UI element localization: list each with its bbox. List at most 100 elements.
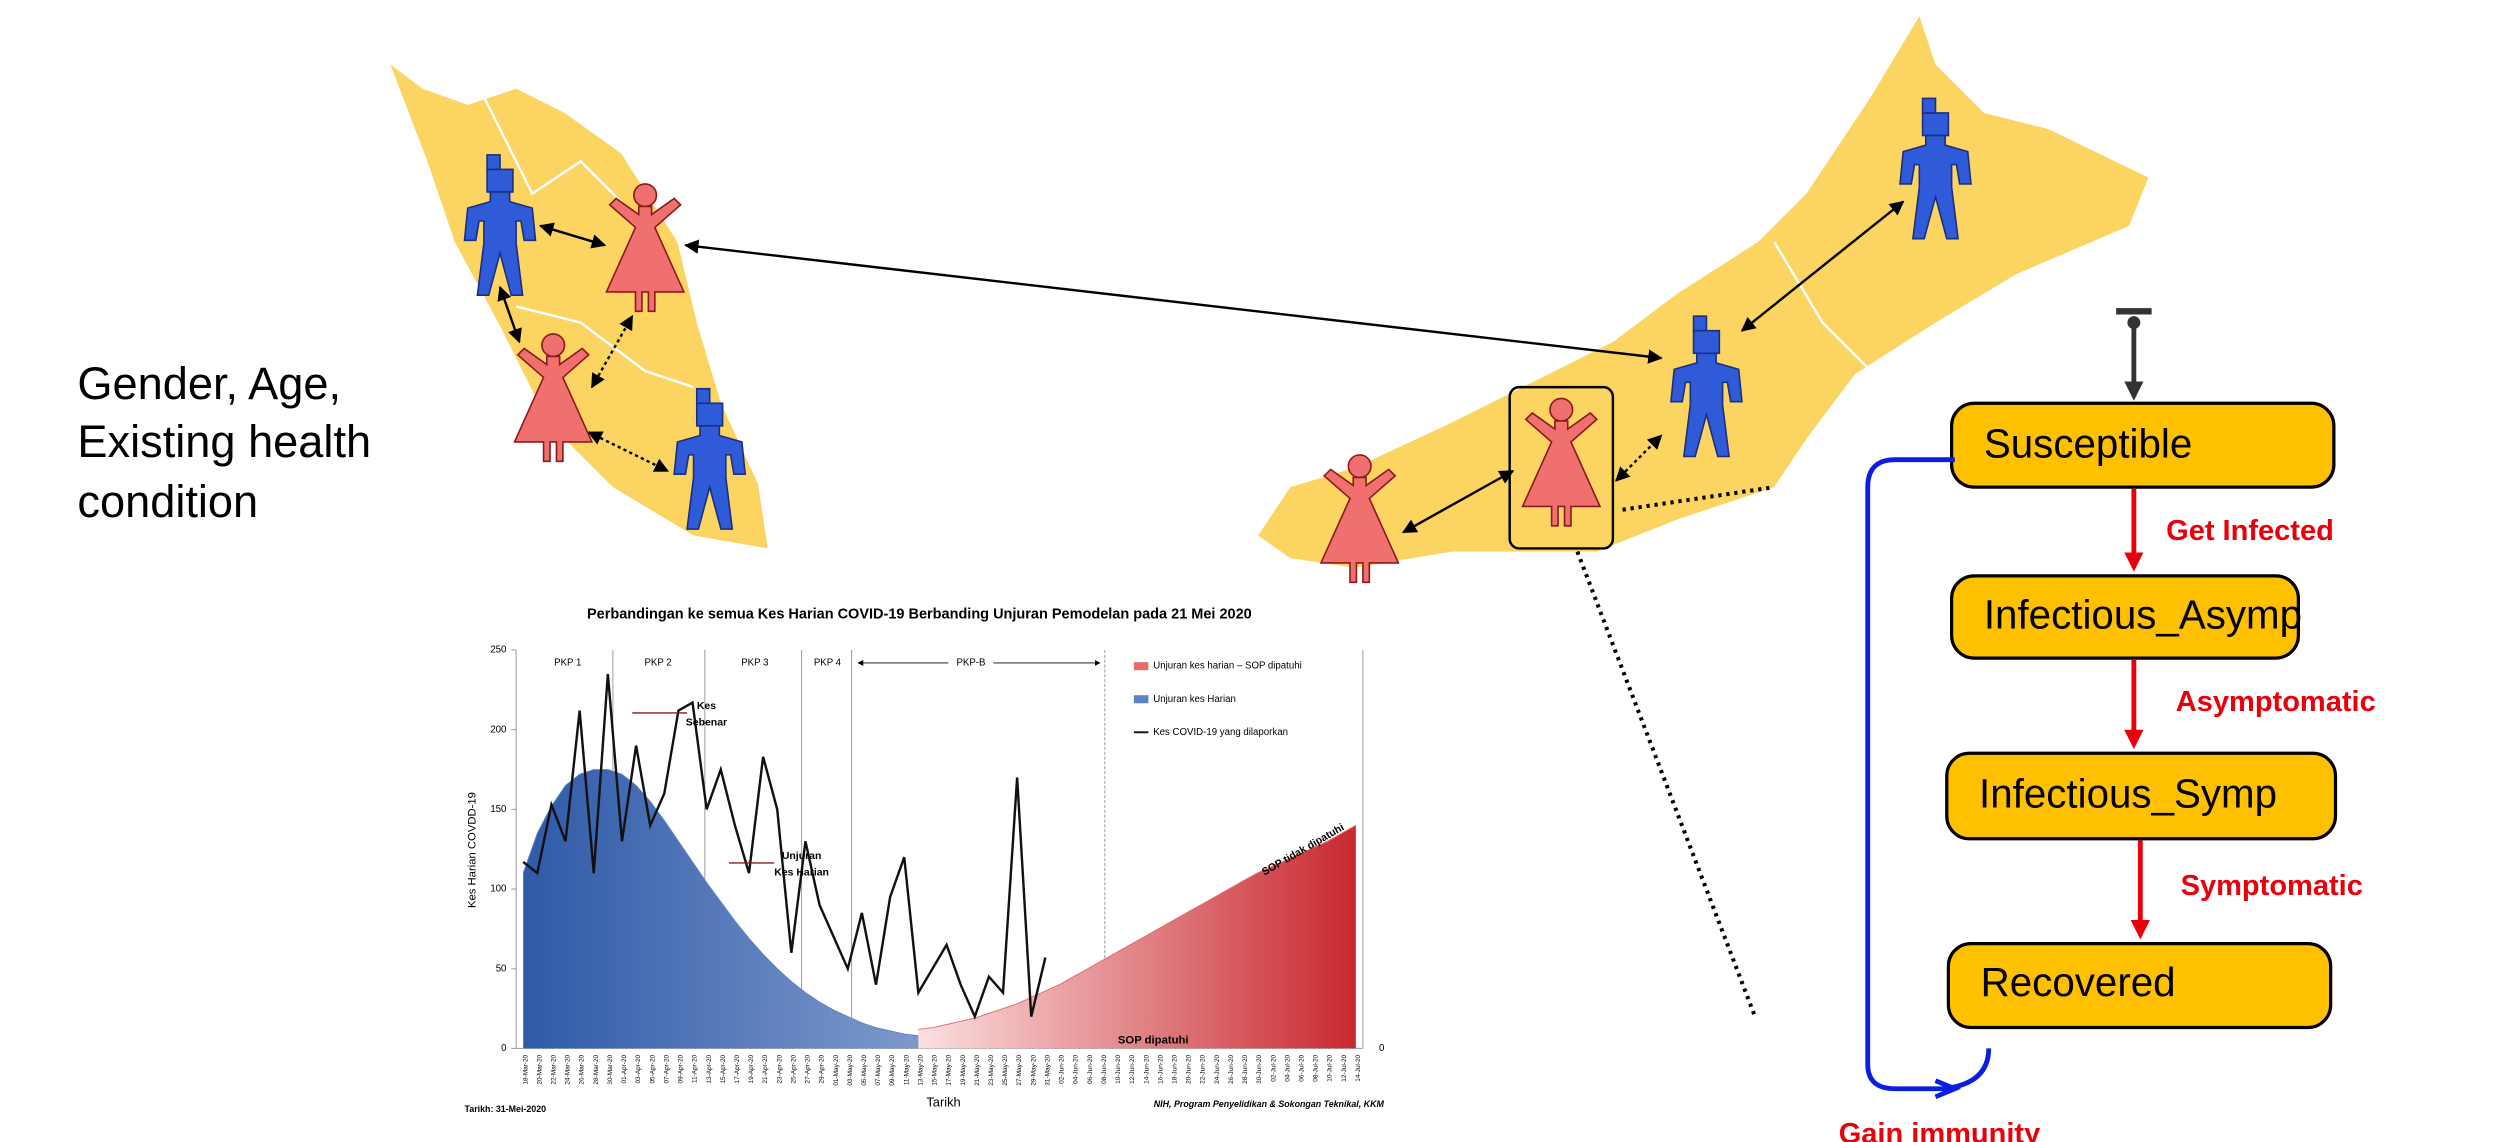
x-tick-label: 08-Jun-20 (1101, 1054, 1108, 1083)
x-tick-label: 01-May-20 (833, 1054, 840, 1085)
phase-label: PKP 2 (644, 657, 671, 668)
x-tick-label: 15-Apr-20 (720, 1054, 727, 1083)
state-label: Recovered (1981, 959, 2176, 1005)
legend-label: Unjuran kes harian – SOP dipatuhi (1153, 661, 1302, 672)
x-tick-label: 27-May-20 (1016, 1054, 1023, 1085)
x-tick-label: 15-May-20 (932, 1054, 939, 1085)
transition-label: Get Infected (2166, 515, 2334, 547)
y-tick-label: 0 (501, 1043, 506, 1054)
source: NIH, Program Penyelidikan & Sokongan Tek… (1154, 1099, 1385, 1109)
phase-label: PKP-B (956, 657, 985, 668)
x-tick-label: 23-Apr-20 (776, 1054, 783, 1083)
x-tick-label: 31-May-20 (1044, 1054, 1051, 1085)
y-tick-label: 50 (496, 963, 507, 974)
x-tick-label: 21-May-20 (974, 1054, 981, 1085)
x-tick-label: 03-May-20 (847, 1054, 854, 1085)
x-tick-label: 29-Apr-20 (819, 1054, 826, 1083)
left-text: Existing health (77, 416, 371, 467)
x-tick-label: 24-Jun-20 (1214, 1054, 1221, 1083)
x-tick-label: 26-Mar-20 (579, 1054, 586, 1084)
x-tick-label: 14-Jul-20 (1355, 1054, 1362, 1081)
state-label: Infectious_Symp (1979, 770, 2277, 816)
left-text: condition (77, 476, 258, 527)
y-axis-label: Kes Harian COVDD-19 (467, 792, 479, 908)
phase-label: PKP 1 (554, 657, 581, 668)
x-tick-label: 13-May-20 (917, 1054, 924, 1085)
x-tick-label: 09-May-20 (889, 1054, 896, 1085)
x-tick-label: 27-Apr-20 (805, 1054, 812, 1083)
phase-label: PKP 3 (741, 657, 768, 668)
x-tick-label: 28-Jun-20 (1242, 1054, 1249, 1083)
x-tick-label: 12-Jul-20 (1341, 1054, 1348, 1081)
x-tick-label: 21-Apr-20 (762, 1054, 769, 1083)
x-tick-label: 28-Mar-20 (593, 1054, 600, 1084)
x-tick-label: 23-May-20 (988, 1054, 995, 1085)
map-peninsula (390, 64, 768, 549)
x-tick-label: 06-Jun-20 (1087, 1054, 1094, 1083)
x-tick-label: 08-Jul-20 (1313, 1054, 1320, 1081)
x-tick-label: 29-May-20 (1030, 1054, 1037, 1085)
x-tick-label: 11-May-20 (903, 1054, 910, 1085)
x-tick-label: 13-Apr-20 (706, 1054, 713, 1083)
x-tick-label: 04-Jun-20 (1073, 1054, 1080, 1083)
state-diagram: Susceptible Infectious_Asymp Infectious_… (1839, 308, 2376, 1142)
x-tick-label: 30-Mar-20 (607, 1054, 614, 1084)
y-tick-label: 150 (490, 804, 506, 815)
x-tick-label: 14-Jun-20 (1143, 1054, 1150, 1083)
x-tick-label: 19-May-20 (960, 1054, 967, 1085)
chart-title: Perbandingan ke semua Kes Harian COVID-1… (587, 606, 1252, 622)
loop-label: Gain immunity (1839, 1118, 2041, 1142)
phase-label: PKP 4 (814, 657, 842, 668)
y-tick-label: 250 (490, 645, 506, 656)
annotation: Unjuran (782, 851, 822, 862)
left-text: Gender, Age, (77, 358, 341, 409)
annotation: Sebenar (686, 717, 727, 728)
area-fill (523, 769, 1356, 1049)
legend-swatch (1133, 695, 1149, 704)
area-fill (918, 825, 1356, 1049)
annotation: Kes Harian (774, 867, 829, 878)
x-tick-label: 07-Apr-20 (663, 1054, 670, 1083)
x-tick-label: 26-Jun-20 (1228, 1054, 1235, 1083)
y-tick-label: 100 (490, 884, 506, 895)
x-tick-label: 05-Apr-20 (649, 1054, 656, 1083)
state-label: Susceptible (1984, 420, 2192, 466)
legend-label: Kes COVID-19 yang dilaporkan (1153, 727, 1288, 738)
arrows (497, 200, 1905, 1017)
x-tick-label: 17-May-20 (946, 1054, 953, 1085)
x-tick-label: 25-Apr-20 (790, 1054, 797, 1083)
legend-label: Unjuran kes Harian (1153, 694, 1236, 705)
x-tick-label: 22-Mar-20 (551, 1054, 558, 1084)
x-tick-label: 10-Jun-20 (1115, 1054, 1122, 1083)
x-tick-label: 16-Jun-20 (1157, 1054, 1164, 1083)
x-tick-label: 19-Apr-20 (748, 1054, 755, 1083)
date-note: Tarikh: 31-Mei-2020 (465, 1104, 547, 1114)
x-tick-label: 30-Jun-20 (1256, 1054, 1263, 1083)
line (522, 673, 1047, 1020)
legend-swatch (1133, 662, 1149, 671)
y-tick-label: 200 (490, 724, 506, 735)
x-tick-label: 02-Jul-20 (1270, 1054, 1277, 1081)
x-tick-label: 24-Mar-20 (565, 1054, 572, 1084)
x-tick-label: 20-Mar-20 (536, 1054, 543, 1084)
annotation: Kes (697, 701, 716, 712)
x-tick-label: 11-Apr-20 (692, 1054, 699, 1083)
x-tick-label: 18-Mar-20 (522, 1054, 529, 1084)
x-tick-label: 20-Jun-20 (1186, 1054, 1193, 1083)
state-label: Infectious_Asymp (1984, 591, 2302, 637)
x-tick-label: 01-Apr-20 (621, 1054, 628, 1083)
x-tick-label: 06-Jul-20 (1299, 1054, 1306, 1081)
annotation: SOP dipatuhi (1118, 1034, 1189, 1046)
x-tick-label: 07-May-20 (875, 1054, 882, 1085)
x-tick-label: 03-Apr-20 (635, 1054, 642, 1083)
x-tick-label: 17-Apr-20 (734, 1054, 741, 1083)
x-tick-label: 10-Jul-20 (1327, 1054, 1334, 1081)
x-tick-label: 02-Jun-20 (1059, 1054, 1066, 1083)
x-tick-label: 18-Jun-20 (1172, 1054, 1179, 1083)
area-outline (918, 824, 1357, 1030)
x-tick-label: 22-Jun-20 (1200, 1054, 1207, 1083)
highlight-box (1508, 385, 1615, 550)
x-tick-label: 25-May-20 (1002, 1054, 1009, 1085)
footer: UNIVERSITY OF (121, 1141, 294, 1142)
